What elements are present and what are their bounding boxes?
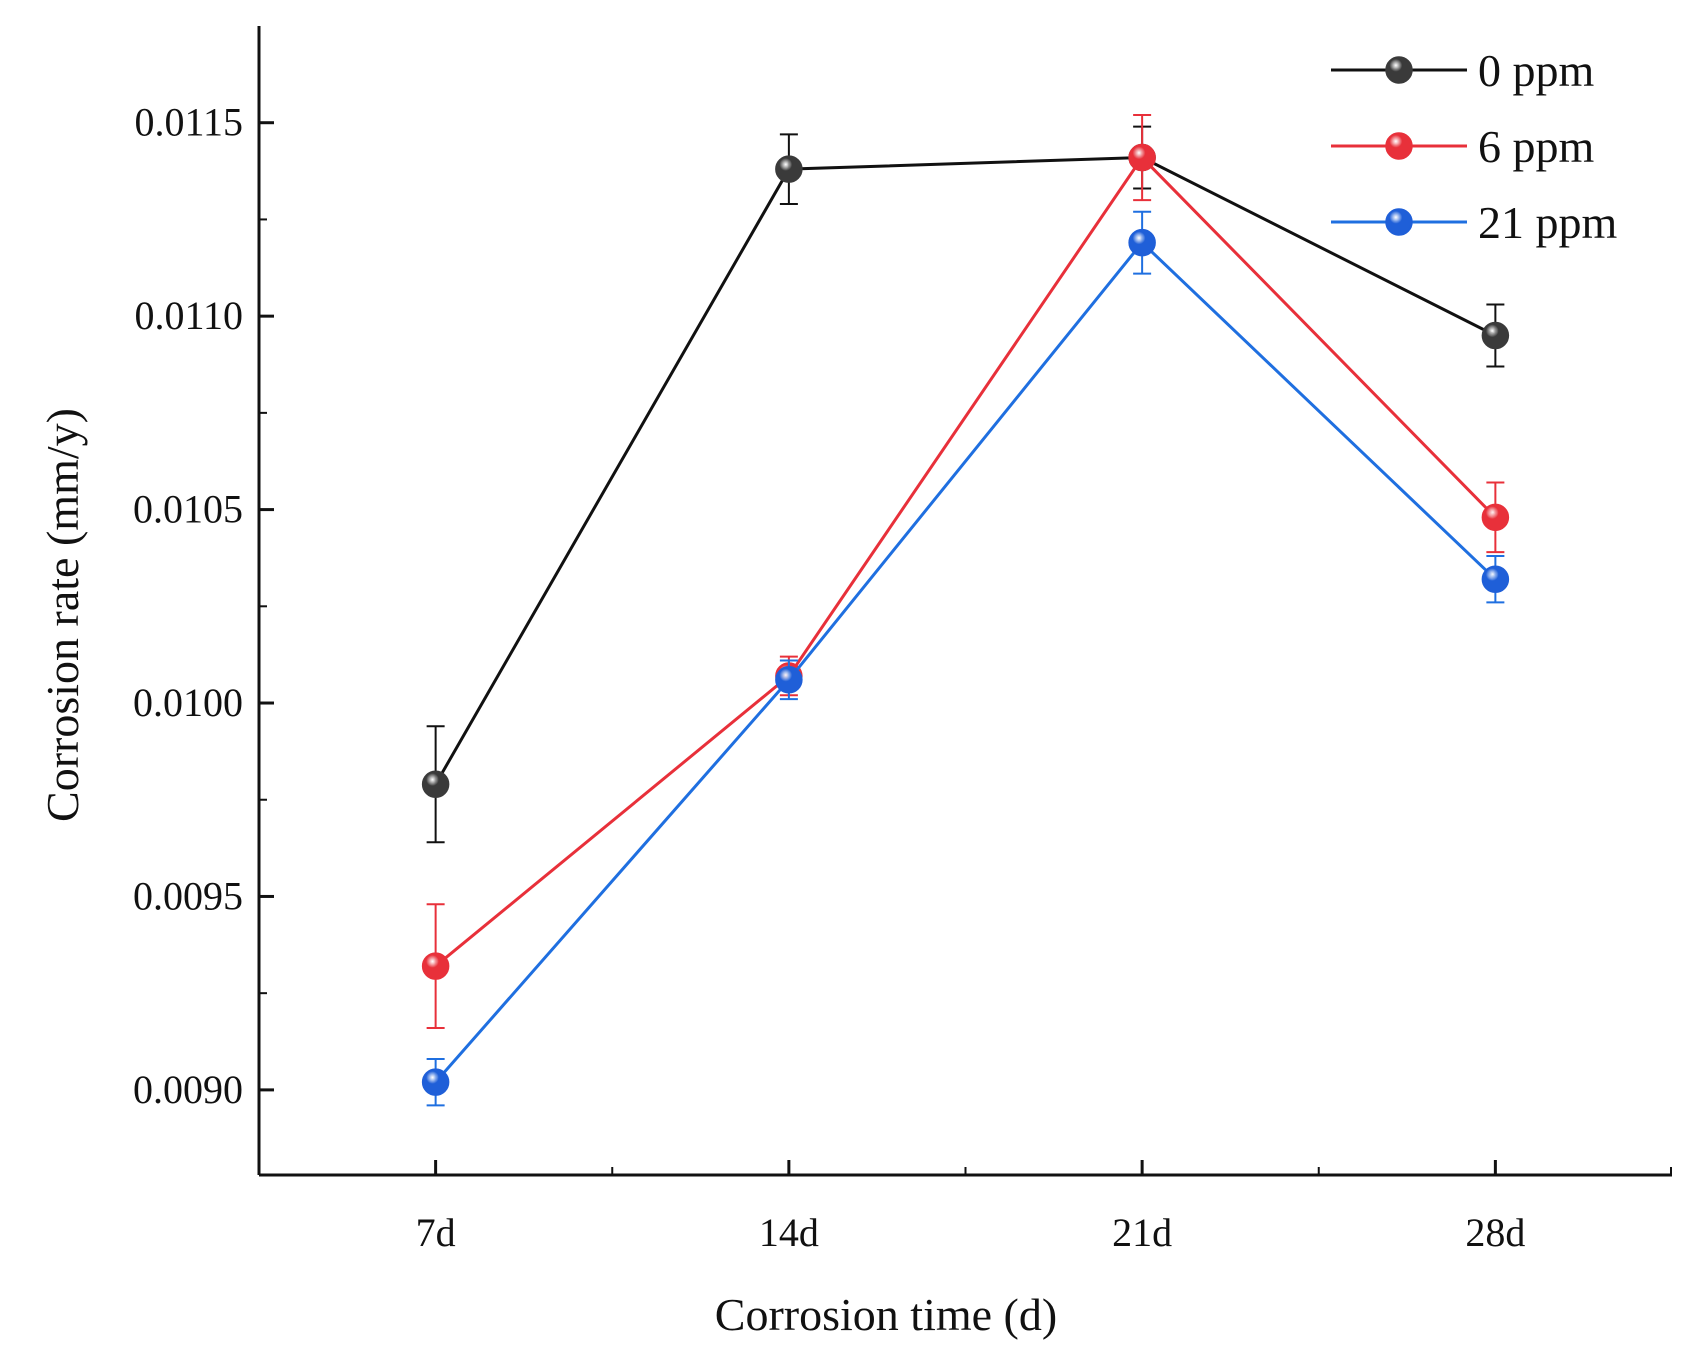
y-axis-ticks: 0.0090 0.0095 0.0100 0.0105 0.0110 0.0115 bbox=[133, 100, 274, 1112]
data-point bbox=[1128, 143, 1156, 172]
series-line bbox=[434, 155, 1497, 968]
axes bbox=[257, 26, 1672, 1177]
data-point bbox=[421, 770, 450, 799]
series-21-ppm bbox=[421, 210, 1510, 1107]
legend: 0 ppm 6 ppm 21 ppm bbox=[1331, 45, 1618, 248]
y-axis-title: Corrosion rate (mm/y) bbox=[37, 408, 88, 822]
legend-marker bbox=[1385, 132, 1413, 160]
x-tick-label: 28d bbox=[1465, 1210, 1525, 1255]
legend-item: 6 ppm bbox=[1331, 121, 1595, 172]
x-axis-ticks: 7d 14d 21d 28d bbox=[416, 1160, 1672, 1255]
legend-label: 6 ppm bbox=[1478, 121, 1595, 172]
data-point bbox=[775, 155, 803, 183]
series-line bbox=[434, 240, 1497, 1084]
series-line bbox=[434, 156, 1497, 786]
data-point bbox=[421, 1068, 450, 1096]
series-layer bbox=[421, 113, 1510, 1107]
x-axis-title: Corrosion time (d) bbox=[715, 1289, 1057, 1340]
y-tick-label: 0.0115 bbox=[134, 100, 243, 145]
series-0-ppm bbox=[421, 125, 1510, 844]
data-point bbox=[775, 666, 803, 694]
data-point bbox=[1481, 565, 1510, 593]
legend-label: 0 ppm bbox=[1478, 45, 1595, 96]
legend-item: 21 ppm bbox=[1331, 197, 1618, 248]
x-tick-label: 14d bbox=[759, 1210, 819, 1255]
legend-label: 21 ppm bbox=[1478, 197, 1618, 248]
data-point bbox=[1128, 228, 1156, 257]
y-tick-label: 0.0100 bbox=[133, 680, 243, 725]
y-tick-label: 0.0095 bbox=[133, 873, 243, 918]
data-point bbox=[1481, 503, 1510, 532]
legend-item: 0 ppm bbox=[1331, 45, 1595, 96]
y-tick-label: 0.0110 bbox=[134, 293, 243, 338]
data-point bbox=[421, 952, 450, 980]
data-point bbox=[1481, 321, 1510, 350]
y-tick-label: 0.0090 bbox=[133, 1067, 243, 1112]
x-tick-label: 7d bbox=[416, 1210, 456, 1255]
series-6-ppm bbox=[421, 113, 1510, 1029]
y-tick-label: 0.0105 bbox=[133, 487, 243, 532]
x-tick-label: 21d bbox=[1112, 1210, 1172, 1255]
legend-marker bbox=[1385, 208, 1413, 236]
legend-marker bbox=[1385, 56, 1413, 84]
